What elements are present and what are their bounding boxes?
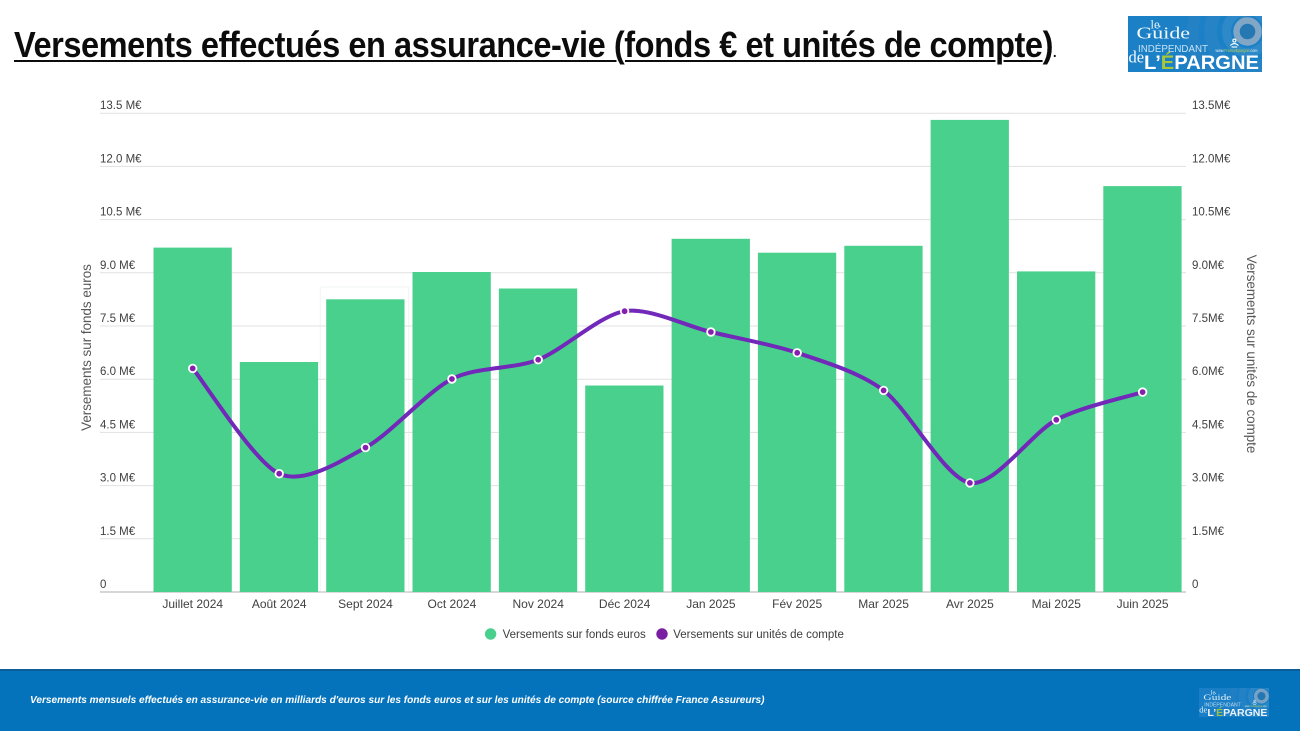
- svg-text:0: 0: [100, 579, 106, 591]
- svg-text:6.0 M€: 6.0 M€: [100, 366, 136, 378]
- svg-text:1.5 M€: 1.5 M€: [100, 526, 136, 538]
- svg-text:Mar 2025: Mar 2025: [858, 597, 909, 611]
- svg-text:0: 0: [1192, 579, 1198, 591]
- svg-text:Versements sur fonds euros: Versements sur fonds euros: [503, 629, 646, 641]
- svg-text:Versements sur unités de compt: Versements sur unités de compte: [1244, 255, 1259, 454]
- svg-text:13.5M€: 13.5M€: [1192, 100, 1231, 112]
- svg-text:9.0 M€: 9.0 M€: [100, 260, 136, 272]
- svg-text:Nov 2024: Nov 2024: [513, 597, 565, 611]
- svg-text:Août 2024: Août 2024: [252, 597, 307, 611]
- svg-text:12.0 M€: 12.0 M€: [100, 153, 142, 165]
- svg-text:10.5M€: 10.5M€: [1192, 207, 1231, 219]
- svg-text:Versements sur unités de compt: Versements sur unités de compte: [673, 629, 844, 641]
- svg-text:Fév 2025: Fév 2025: [772, 597, 822, 611]
- svg-text:7.5M€: 7.5M€: [1192, 313, 1225, 325]
- svg-text:1.5M€: 1.5M€: [1192, 526, 1225, 538]
- svg-text:Juin 2025: Juin 2025: [1117, 597, 1169, 611]
- svg-text:3.0 M€: 3.0 M€: [100, 473, 136, 485]
- svg-text:13.5 M€: 13.5 M€: [100, 100, 142, 112]
- svg-text:Versements sur fonds euros: Versements sur fonds euros: [79, 264, 94, 431]
- svg-text:3.0M€: 3.0M€: [1192, 473, 1225, 485]
- svg-text:Juillet 2024: Juillet 2024: [162, 597, 223, 611]
- svg-text:Déc 2024: Déc 2024: [599, 597, 651, 611]
- svg-text:12.0M€: 12.0M€: [1192, 153, 1231, 165]
- svg-text:6.0M€: 6.0M€: [1192, 366, 1225, 378]
- svg-text:4.5 M€: 4.5 M€: [100, 419, 136, 431]
- svg-text:9.0M€: 9.0M€: [1192, 260, 1225, 272]
- svg-text:Sept 2024: Sept 2024: [338, 597, 393, 611]
- svg-text:10.5 M€: 10.5 M€: [100, 207, 142, 219]
- svg-text:7.5 M€: 7.5 M€: [100, 313, 136, 325]
- svg-text:Jan 2025: Jan 2025: [686, 597, 736, 611]
- svg-text:4.5M€: 4.5M€: [1192, 419, 1225, 431]
- svg-text:Oct 2024: Oct 2024: [428, 597, 477, 611]
- svg-text:Avr 2025: Avr 2025: [946, 597, 994, 611]
- svg-text:Mai 2025: Mai 2025: [1032, 597, 1082, 611]
